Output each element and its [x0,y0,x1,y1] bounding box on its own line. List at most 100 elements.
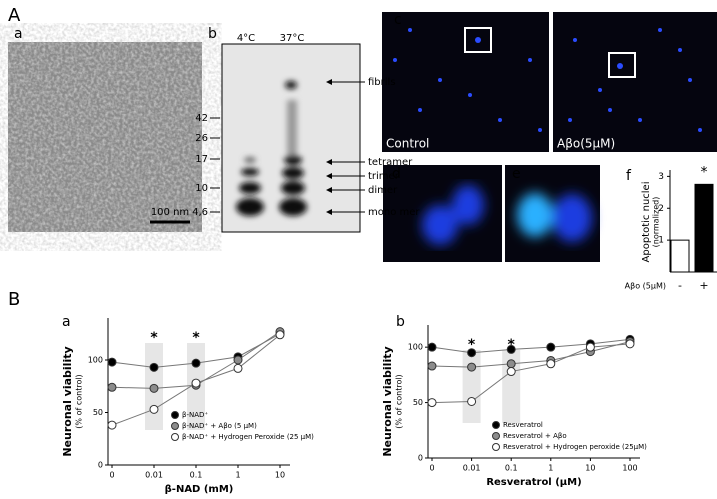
x-tick-label: 1 [235,471,240,480]
arrow-head [326,79,332,85]
legend-marker [492,443,500,451]
annotation: * [468,337,476,353]
data-point [585,342,595,352]
x-tick-label: 0.01 [463,464,481,473]
y-tick-label: 50 [413,398,423,407]
x-tick-label: 0 [429,464,434,473]
data-point [506,359,516,369]
y-tick-label: 100 [408,343,423,352]
panel-label: B [8,289,20,310]
y-axis-label: (% of control) [395,374,404,428]
legend-marker [492,421,500,429]
data-point [233,355,243,365]
x-tick-label: 1 [548,464,553,473]
data-point [506,367,516,377]
x-axis-label: β-NAD (mM) [165,484,234,495]
data-point [107,357,117,367]
x-tick-label: 0 [109,471,114,480]
data-point [467,362,477,372]
x-tick-label: + [699,279,708,292]
y-tick-label: 0 [418,454,423,463]
lane-label: 4°C [237,33,255,44]
arrow-head [326,187,332,193]
nucleus-zoom [422,185,592,245]
legend-label: β-NAD⁺ + Aβo (5 μM) [182,422,257,430]
band-label: tetramer [368,157,413,168]
panel-label: c [394,12,402,28]
legend-marker [492,432,500,440]
y-axis-label: (normalized) [652,197,661,248]
data-point [275,330,285,340]
x-tick-label: 100 [622,464,637,473]
panel-label: b [396,314,405,330]
legend-marker [171,433,179,441]
panel-label: b [208,26,217,42]
marker-label: 26 [195,133,208,144]
significance-band [502,350,521,423]
marker-label: 17 [195,154,208,165]
y-tick-label: 100 [88,356,103,365]
data-point [546,359,556,369]
significance-band [462,350,481,423]
micrograph-label: Control [386,137,429,151]
arrow-head [326,159,332,165]
panel-label: f [626,168,632,184]
y-axis-label: Apoptotic nuclei [641,182,652,263]
y-tick-label: 3 [658,172,664,182]
legend-label: β-NAD⁺ + Hydrogen Peroxide (25 μM) [182,433,314,441]
data-point [427,342,437,352]
data-point [149,383,159,393]
band-label: fibrils [368,77,396,88]
nuclei [393,28,702,132]
data-point [149,404,159,414]
legend-label: Resveratrol + Hydrogen peroxide (25μM) [503,443,647,451]
data-point [625,339,635,349]
bar [694,183,714,273]
legend-label: β-NAD⁺ [182,411,208,419]
data-point [233,363,243,373]
data-point [467,396,477,406]
data-point [427,398,437,408]
legend-marker [171,411,179,419]
legend-label: Resveratrol + Aβo [503,432,567,440]
data-point [506,344,516,354]
data-point [191,378,201,388]
band-label: dimer [368,185,398,196]
y-axis-label: (% of control) [75,374,84,428]
marker-label: 42 [195,113,208,124]
data-point [467,348,477,358]
marker-label: 4,6 [192,207,208,218]
data-point [427,361,437,371]
annotation: * [150,330,158,346]
data-point [191,358,201,368]
data-point [546,342,556,352]
bar [670,239,690,273]
x-tick-label: 0.1 [190,471,203,480]
data-point [107,420,117,430]
afm-texture [8,42,202,232]
legend-label: Resveratrol [503,421,543,429]
panel-label: e [512,166,521,182]
panel-label: a [14,26,23,42]
panel-label: d [392,166,401,182]
annotation: * [192,330,200,346]
panel-label: A [8,5,21,26]
x-tick-label: 10 [585,464,595,473]
annotation: * [701,164,708,180]
inset-box [608,52,636,78]
x-tick-label: - [678,279,682,292]
lane-label: 37°C [280,33,305,44]
y-tick-label: 2 [658,204,664,214]
x-tick-label: 10 [275,471,285,480]
y-tick-label: 0 [98,461,103,470]
x-tick-label: 0.1 [505,464,518,473]
scale-label: 100 nm [151,207,189,218]
x-axis-label: Aβo (5μM) [625,282,666,291]
series-line [431,341,631,368]
inset-box [464,27,492,53]
series-line [431,338,631,354]
panel-label: a [62,314,71,330]
micrograph [553,12,717,152]
y-tick-label: 50 [93,408,103,417]
